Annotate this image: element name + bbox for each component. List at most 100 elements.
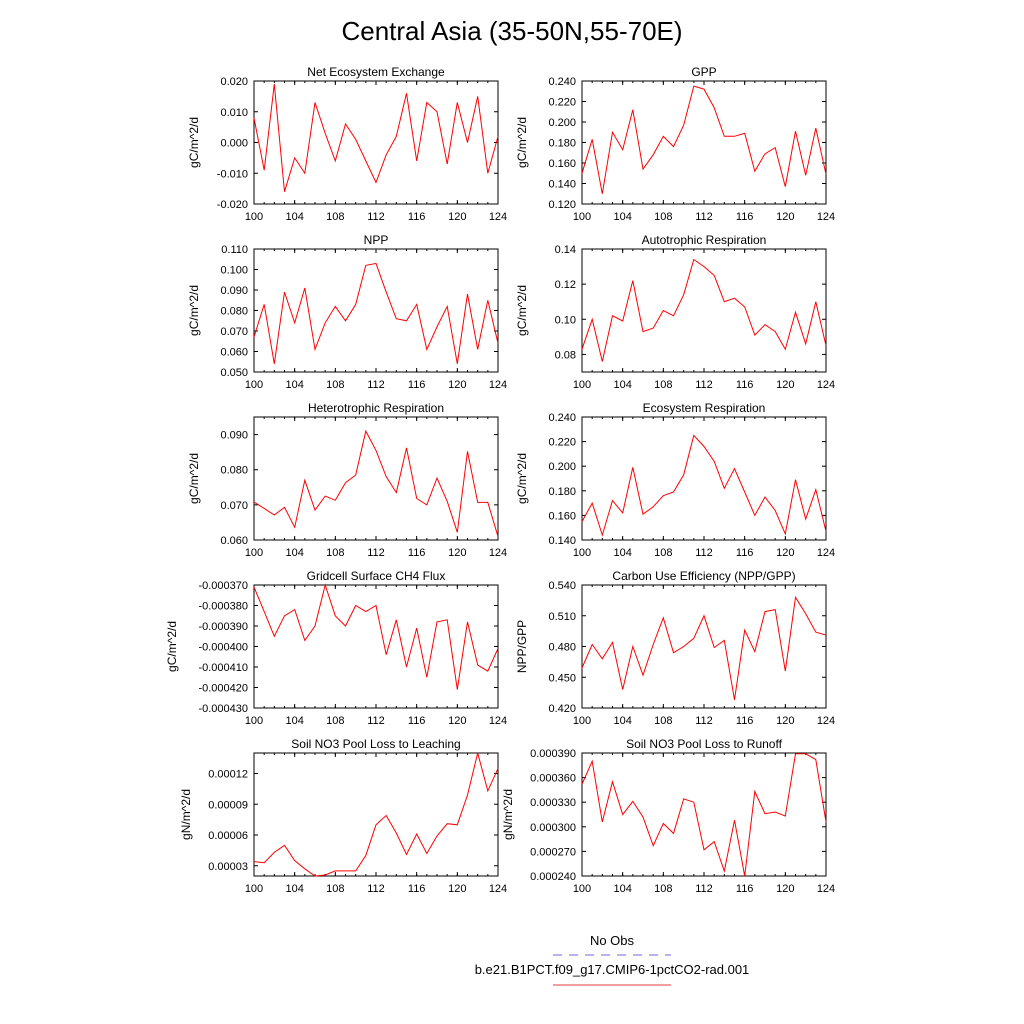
y-tick-label: 0.000270 <box>530 846 576 858</box>
y-tick-label: 0.000300 <box>530 822 576 834</box>
y-tick-label: 0.000330 <box>530 797 576 809</box>
y-tick-label: 0.100 <box>220 265 248 277</box>
panel-soil-no3-pool-loss-to-runoff: Soil NO3 Pool Loss to Runoff gN/m^2/d 100 1… <box>501 737 835 895</box>
y-tick-label: 0.540 <box>548 580 576 592</box>
series-line <box>253 262 499 364</box>
x-tick-label: 112 <box>695 211 713 223</box>
series-line <box>581 258 827 362</box>
x-tick-label: 116 <box>736 211 754 223</box>
y-tick-label: 0.420 <box>548 703 576 715</box>
y-tick-label: 0.060 <box>220 347 248 359</box>
series-line <box>253 752 499 877</box>
x-tick-label: 100 <box>245 883 263 895</box>
y-axis-label: gN/m^2/d <box>501 789 515 840</box>
y-tick-label: 0.000390 <box>530 748 576 760</box>
series-line <box>253 429 499 537</box>
x-tick-label: 120 <box>776 547 794 559</box>
x-tick-label: 104 <box>613 715 631 727</box>
x-tick-label: 116 <box>736 547 754 559</box>
x-tick-label: 108 <box>326 547 344 559</box>
y-tick-label: 0.000 <box>220 138 248 150</box>
y-tick-label: 0.060 <box>220 535 248 547</box>
panel-title: Soil NO3 Pool Loss to Leaching <box>291 737 460 751</box>
y-tick-label: -0.010 <box>217 168 248 180</box>
panel-title: GPP <box>691 65 716 79</box>
y-tick-label: 0.240 <box>548 412 576 424</box>
y-tick-label: -0.000370 <box>198 580 248 592</box>
x-tick-label: 104 <box>285 715 303 727</box>
y-tick-label: -0.020 <box>217 199 248 211</box>
x-tick-label: 104 <box>613 379 631 391</box>
x-tick-label: 116 <box>408 379 426 391</box>
x-tick-label: 124 <box>817 211 835 223</box>
panels: Net Ecosystem Exchange gC/m^2/d 100 104 108 1… <box>165 65 835 895</box>
y-tick-label: 0.070 <box>220 326 248 338</box>
y-tick-label: 0.220 <box>548 437 576 449</box>
panel-title: Carbon Use Efficiency (NPP/GPP) <box>612 569 795 583</box>
x-tick-label: 108 <box>326 379 344 391</box>
y-tick-label: 0.510 <box>548 611 576 623</box>
plot-frame <box>253 80 499 205</box>
series-line <box>581 595 827 700</box>
panel-autotrophic-respiration: Autotrophic Respiration gC/m^2/d 100 104 108… <box>515 233 835 391</box>
x-tick-label: 100 <box>245 547 263 559</box>
y-axis-label: gC/m^2/d <box>165 621 179 672</box>
x-tick-label: 100 <box>573 379 591 391</box>
y-tick-label: 0.450 <box>548 672 576 684</box>
x-tick-label: 124 <box>489 883 507 895</box>
x-tick-label: 108 <box>654 547 672 559</box>
y-tick-label: -0.000380 <box>198 601 248 613</box>
legend-label-no-obs: No Obs <box>590 933 635 948</box>
plot-frame <box>581 752 827 877</box>
x-tick-label: 116 <box>408 547 426 559</box>
x-tick-label: 116 <box>736 715 754 727</box>
x-tick-label: 116 <box>408 715 426 727</box>
x-tick-label: 112 <box>695 883 713 895</box>
y-axis-label: gC/m^2/d <box>187 117 201 168</box>
series-line <box>253 84 499 192</box>
y-axis-label: gC/m^2/d <box>515 285 529 336</box>
legend-label-model-run: b.e21.B1PCT.f09_g17.CMIP6-1pctCO2-rad.00… <box>475 962 750 977</box>
panel-soil-no3-pool-loss-to-leaching: Soil NO3 Pool Loss to Leaching gN/m^2/d 10… <box>179 737 507 895</box>
x-tick-label: 104 <box>613 211 631 223</box>
y-axis-label: gC/m^2/d <box>187 285 201 336</box>
panel-gridcell-surface-ch4-flux: Gridcell Surface CH4 Flux gC/m^2/d 100 104 1… <box>165 569 507 727</box>
plot-frame <box>581 584 827 709</box>
y-axis-label: gC/m^2/d <box>515 453 529 504</box>
y-tick-label: 0.020 <box>220 76 248 88</box>
panel-title: Soil NO3 Pool Loss to Runoff <box>626 737 783 751</box>
figure-title: Central Asia (35-50N,55-70E) <box>341 16 682 46</box>
y-tick-label: 0.070 <box>220 500 248 512</box>
x-tick-label: 112 <box>695 379 713 391</box>
y-axis-label: gC/m^2/d <box>187 453 201 504</box>
x-tick-label: 112 <box>695 715 713 727</box>
y-tick-label: 0.08 <box>555 349 576 361</box>
y-tick-label: 0.000360 <box>530 773 576 785</box>
y-tick-label: 0.160 <box>548 158 576 170</box>
x-tick-label: 112 <box>695 547 713 559</box>
x-tick-label: 116 <box>408 883 426 895</box>
y-axis-label: gN/m^2/d <box>179 789 193 840</box>
y-tick-label: 0.200 <box>548 117 576 129</box>
plot-frame <box>253 752 499 877</box>
x-tick-label: 100 <box>245 715 263 727</box>
panel-title: Net Ecosystem Exchange <box>307 65 445 79</box>
panel-net-ecosystem-exchange: Net Ecosystem Exchange gC/m^2/d 100 104 108 1… <box>187 65 507 223</box>
y-axis-label: NPP/GPP <box>515 620 529 673</box>
x-tick-label: 100 <box>245 379 263 391</box>
panel-heterotrophic-respiration: Heterotrophic Respiration gC/m^2/d 100 104 1… <box>187 401 507 559</box>
panel-carbon-use-efficiency-npp-gpp: Carbon Use Efficiency (NPP/GPP) NPP/GPP 10… <box>515 569 835 727</box>
x-tick-label: 104 <box>613 547 631 559</box>
y-tick-label: 0.240 <box>548 76 576 88</box>
x-tick-label: 116 <box>408 211 426 223</box>
y-tick-label: -0.000410 <box>198 662 248 674</box>
x-tick-label: 124 <box>489 547 507 559</box>
x-tick-label: 108 <box>326 211 344 223</box>
y-tick-label: 0.160 <box>548 510 576 522</box>
x-tick-label: 104 <box>285 211 303 223</box>
panel-title: Ecosystem Respiration <box>643 401 766 415</box>
x-tick-label: 124 <box>817 883 835 895</box>
panel-title: Heterotrophic Respiration <box>308 401 444 415</box>
x-tick-label: 112 <box>367 715 385 727</box>
